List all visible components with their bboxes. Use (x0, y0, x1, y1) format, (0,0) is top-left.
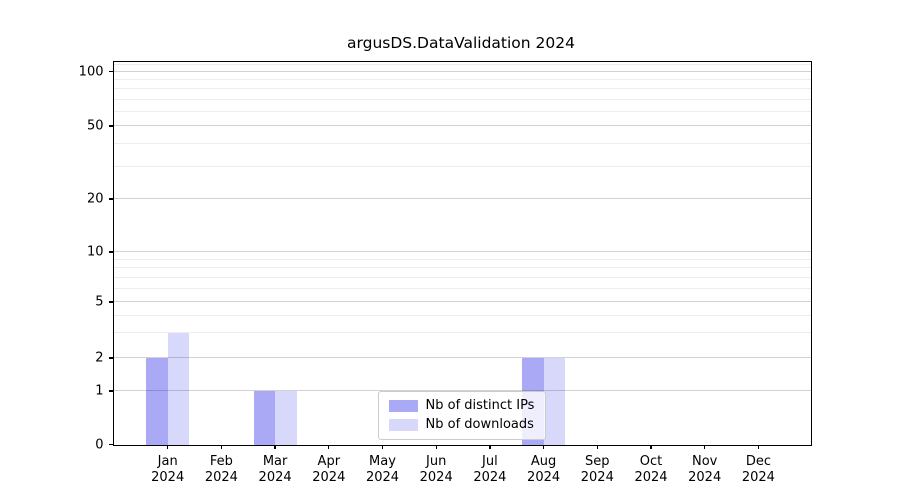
x-tick-mark (704, 444, 706, 449)
x-tick-label: May 2024 (365, 453, 400, 486)
gridline-minor (113, 287, 811, 289)
bar-downloads-jan (167, 333, 190, 445)
gridline-major (113, 301, 811, 302)
x-tick-mark (220, 444, 223, 449)
bar-downloads-aug (543, 358, 566, 445)
x-tick-label: Sep 2024 (580, 453, 614, 486)
y-tick-mark (108, 125, 114, 127)
gridline-minor (113, 314, 811, 316)
gridline-minor (113, 110, 811, 112)
y-tick-label: 5 (95, 294, 104, 310)
y-tick-mark (108, 390, 114, 392)
legend: Nb of distinct IPs Nb of downloads (377, 390, 546, 440)
x-tick-label: Apr 2024 (312, 453, 346, 486)
gridline-minor (113, 98, 811, 100)
x-tick-label: Feb 2024 (204, 453, 238, 486)
x-tick-mark (167, 444, 169, 449)
chart-title: argusDS.DataValidation 2024 (347, 34, 575, 52)
y-tick-label: 50 (86, 118, 104, 134)
bar-distinct-ips-jan (146, 358, 168, 445)
x-tick-mark (435, 444, 437, 449)
y-tick-mark (108, 71, 114, 73)
y-tick-mark (108, 198, 114, 200)
x-tick-label: Jan 2024 (151, 453, 185, 486)
legend-row: Nb of downloads (379, 415, 545, 434)
gridline-minor (113, 165, 811, 167)
y-tick-label: 1 (95, 383, 104, 399)
gridline-major (113, 70, 811, 72)
gridline-major (113, 125, 811, 126)
gridline-minor (113, 88, 811, 90)
x-tick-mark (489, 444, 491, 449)
plot-area: 0 1 2 5 10 20 50 100 Jan 2024 Feb 2024 Mar 2024 Apr… (79, 60, 812, 485)
y-tick-mark (108, 443, 114, 446)
y-tick-label: 20 (86, 191, 104, 207)
x-tick-mark (596, 444, 598, 449)
legend-label: Nb of distinct IPs (425, 398, 535, 413)
x-tick-label: Jul 2024 (473, 453, 507, 486)
y-tick-label: 10 (86, 244, 104, 260)
y-tick-label: 2 (95, 350, 104, 366)
gridline-major (113, 357, 811, 358)
legend-row: Nb of distinct IPs (379, 396, 545, 415)
gridline-major (113, 251, 811, 252)
legend-swatch-icon (388, 418, 418, 431)
x-tick-mark (381, 444, 384, 449)
y-tick-label: 0 (95, 437, 104, 452)
y-tick-mark (108, 301, 114, 303)
x-tick-label: Jun 2024 (419, 453, 453, 486)
bar-downloads-mar (275, 391, 297, 445)
gridline-minor (113, 78, 811, 80)
y-tick-label: 100 (78, 64, 104, 80)
x-tick-mark (542, 444, 545, 449)
y-tick-mark (108, 357, 114, 359)
x-tick-mark (274, 444, 276, 449)
x-tick-mark (757, 444, 760, 449)
gridline-minor (113, 258, 811, 260)
x-tick-label: Mar 2024 (258, 453, 292, 486)
gridline-minor (113, 276, 811, 278)
gridline-minor (113, 267, 811, 269)
legend-swatch-icon (388, 399, 418, 412)
legend-label: Nb of downloads (425, 417, 534, 432)
x-tick-mark (650, 444, 652, 449)
bar-distinct-ips-mar (253, 391, 276, 445)
x-tick-label: Nov 2024 (688, 453, 722, 486)
x-tick-label: Oct 2024 (634, 453, 668, 486)
y-tick-mark (108, 251, 114, 253)
gridline-major (113, 198, 811, 199)
x-tick-label: Aug 2024 (527, 453, 561, 486)
gridline-minor (113, 63, 811, 65)
x-tick-label: Dec 2024 (741, 453, 775, 486)
x-tick-mark (328, 444, 330, 449)
gridline-minor (113, 332, 811, 334)
gridline-minor (113, 142, 811, 144)
